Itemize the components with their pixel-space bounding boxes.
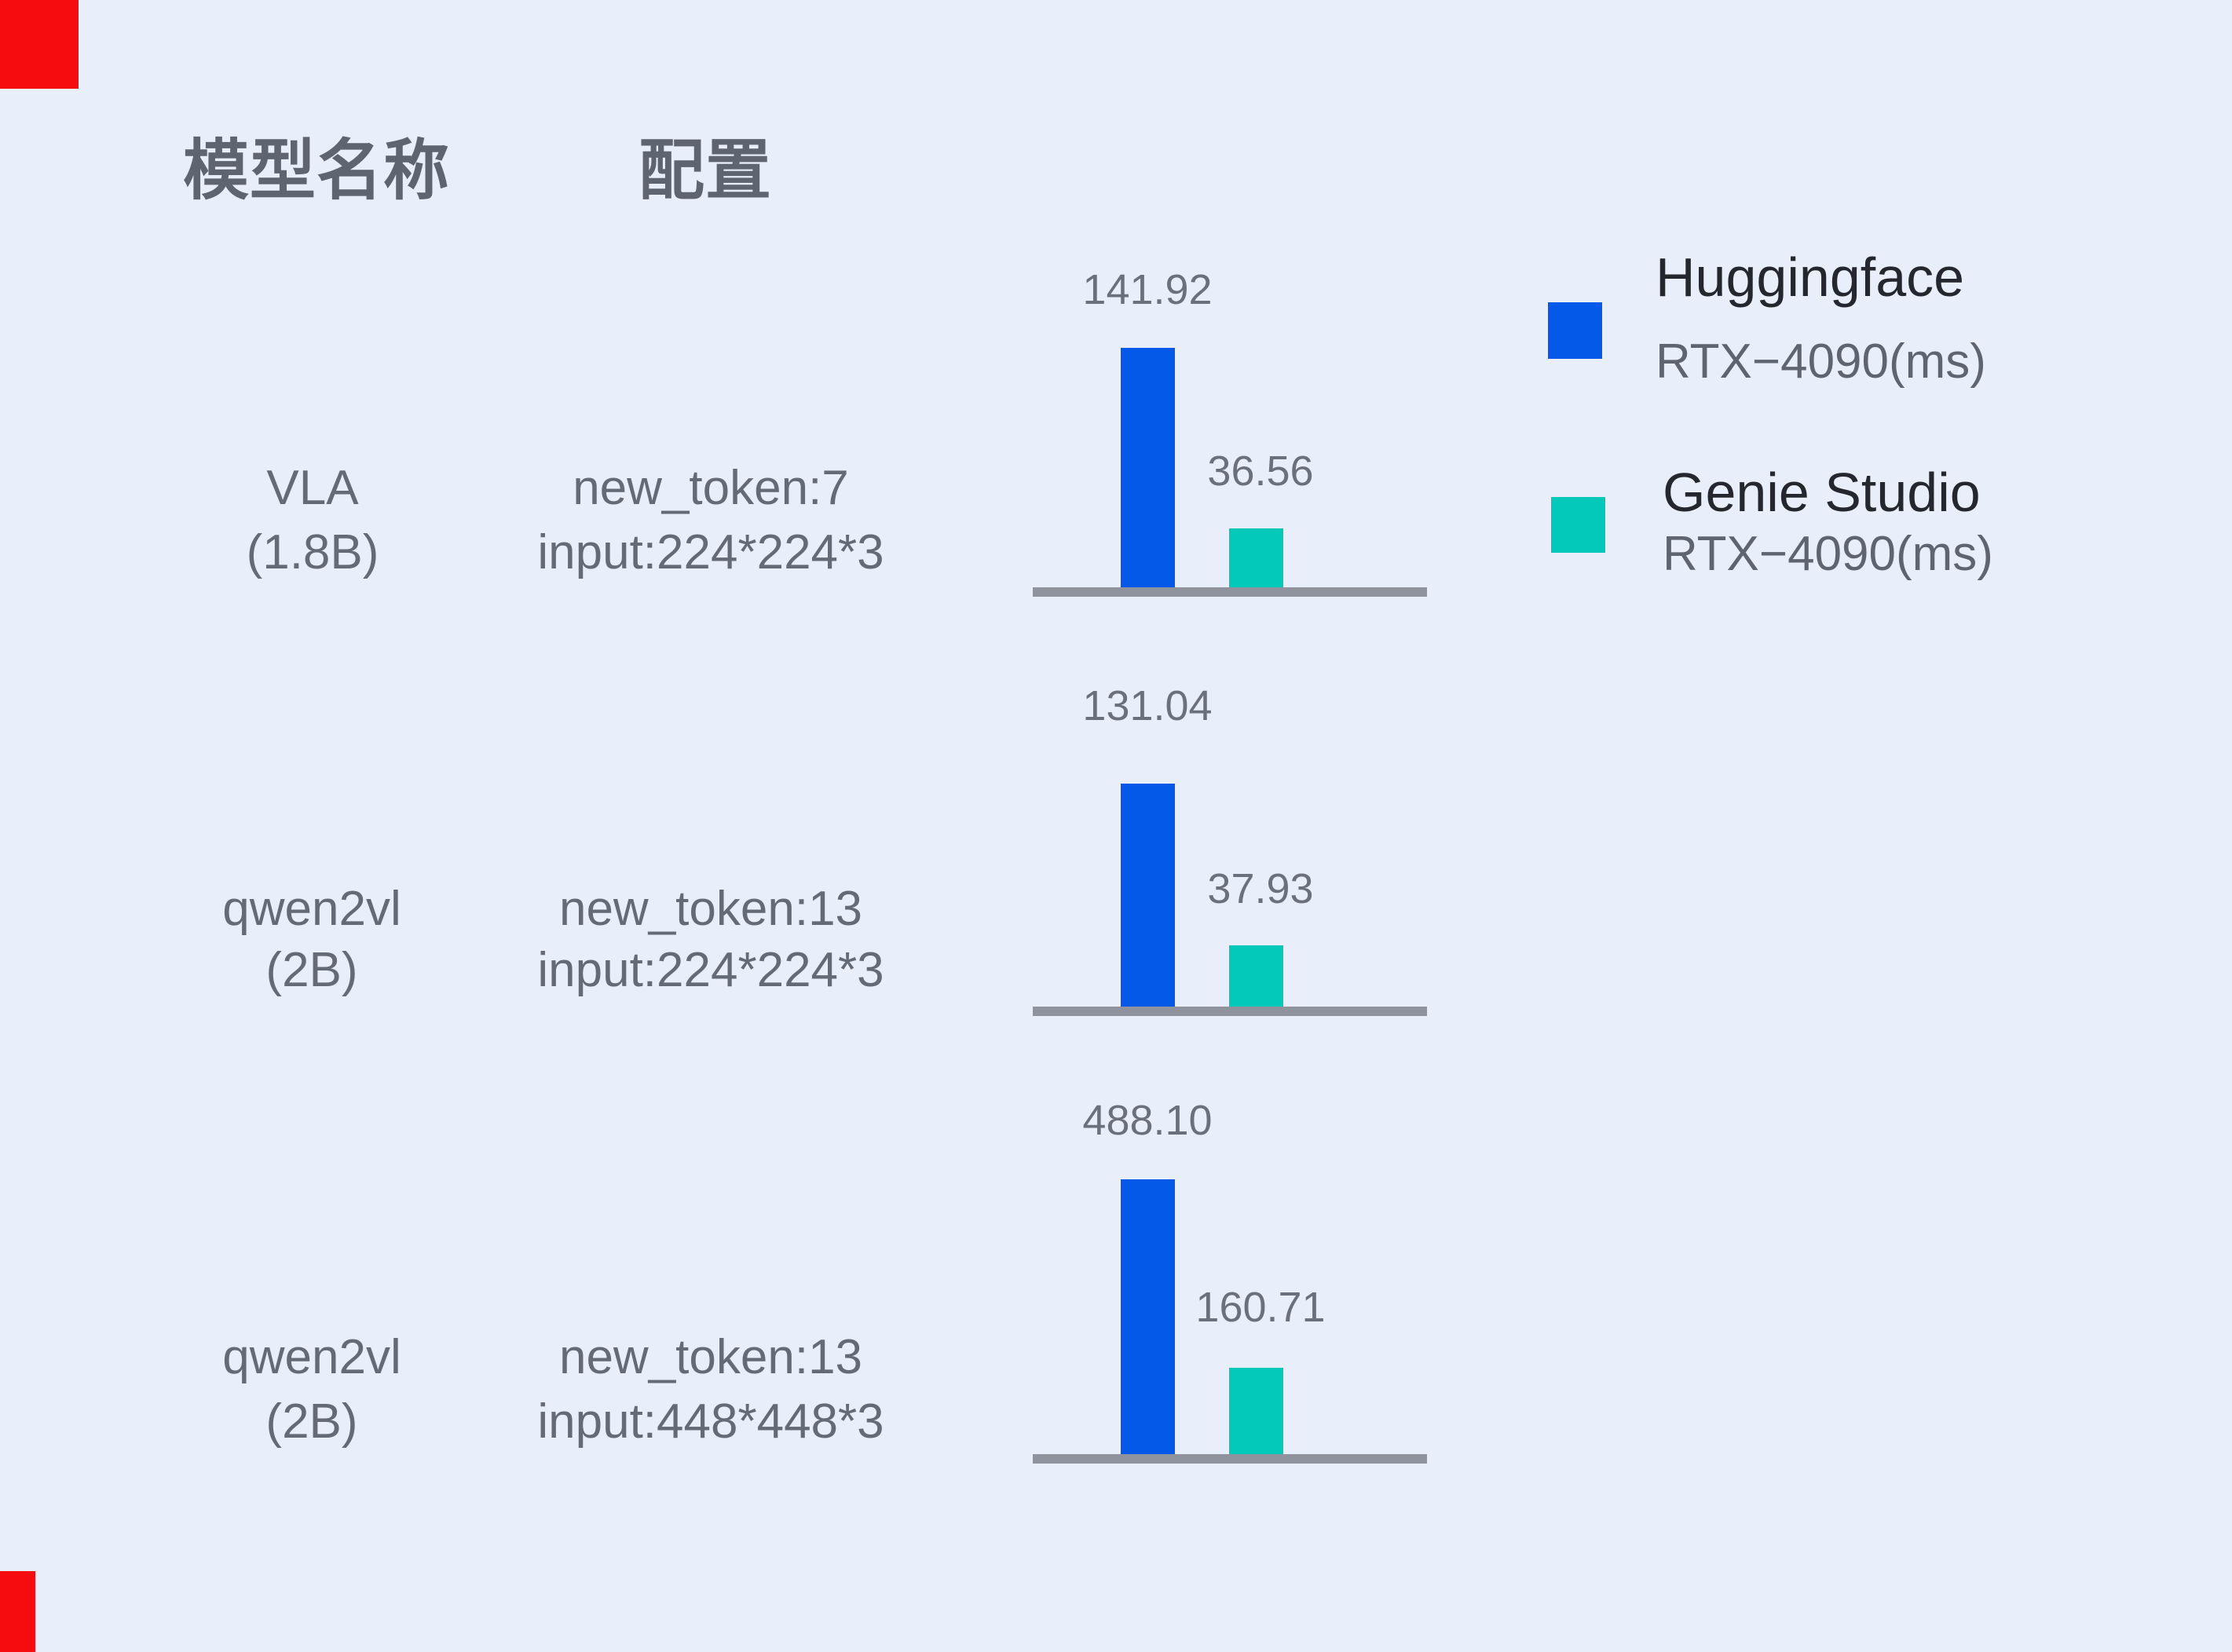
- model-name-line2: (2B): [265, 1394, 358, 1449]
- legend-label-genie-studio: Genie Studio: [1663, 462, 1981, 523]
- huggingface-bar-value: 131.04: [1082, 682, 1213, 729]
- column-header-config: 配置: [638, 133, 773, 207]
- huggingface-bar: [1121, 348, 1175, 587]
- legend-sublabel-genie-studio: RTX−4090(ms): [1663, 527, 1993, 581]
- column-header-model-name: 模型名称: [183, 133, 451, 207]
- legend-sublabel-huggingface: RTX−4090(ms): [1656, 334, 1986, 389]
- config-line2: input:224*224*3: [537, 525, 884, 579]
- row-baseline: [1033, 587, 1427, 597]
- huggingface-bar: [1121, 1179, 1175, 1454]
- model-name-line1: qwen2vl: [222, 882, 401, 936]
- config-line1: new_token:7: [573, 461, 849, 515]
- genie-studio-bar: [1229, 1368, 1283, 1454]
- huggingface-bar: [1121, 784, 1175, 1007]
- genie-studio-bar-value: 36.56: [1207, 448, 1314, 495]
- model-name-line1: VLA: [266, 461, 359, 515]
- genie-studio-bar: [1229, 528, 1283, 587]
- model-name-line2: (2B): [265, 943, 358, 997]
- genie-studio-bar: [1229, 945, 1283, 1007]
- bottom-left-red-marker: [0, 1571, 35, 1652]
- model-name-line1: qwen2vl: [222, 1330, 401, 1384]
- huggingface-bar-value: 488.10: [1082, 1097, 1213, 1144]
- row-baseline: [1033, 1007, 1427, 1016]
- config-line2: input:224*224*3: [537, 943, 884, 997]
- config-line2: input:448*448*3: [537, 1394, 884, 1449]
- config-line1: new_token:13: [558, 1330, 863, 1384]
- config-line1: new_token:13: [558, 882, 863, 936]
- huggingface-bar-value: 141.92: [1082, 266, 1213, 313]
- genie-studio-legend-swatch: [1551, 497, 1605, 553]
- legend-label-huggingface: Huggingface: [1656, 247, 1965, 308]
- genie-studio-bar-value: 37.93: [1207, 865, 1314, 912]
- row-baseline: [1033, 1454, 1427, 1464]
- huggingface-legend-swatch: [1548, 302, 1602, 359]
- top-left-red-marker: [0, 0, 79, 89]
- genie-studio-bar-value: 160.71: [1195, 1284, 1326, 1331]
- model-name-line2: (1.8B): [246, 525, 379, 579]
